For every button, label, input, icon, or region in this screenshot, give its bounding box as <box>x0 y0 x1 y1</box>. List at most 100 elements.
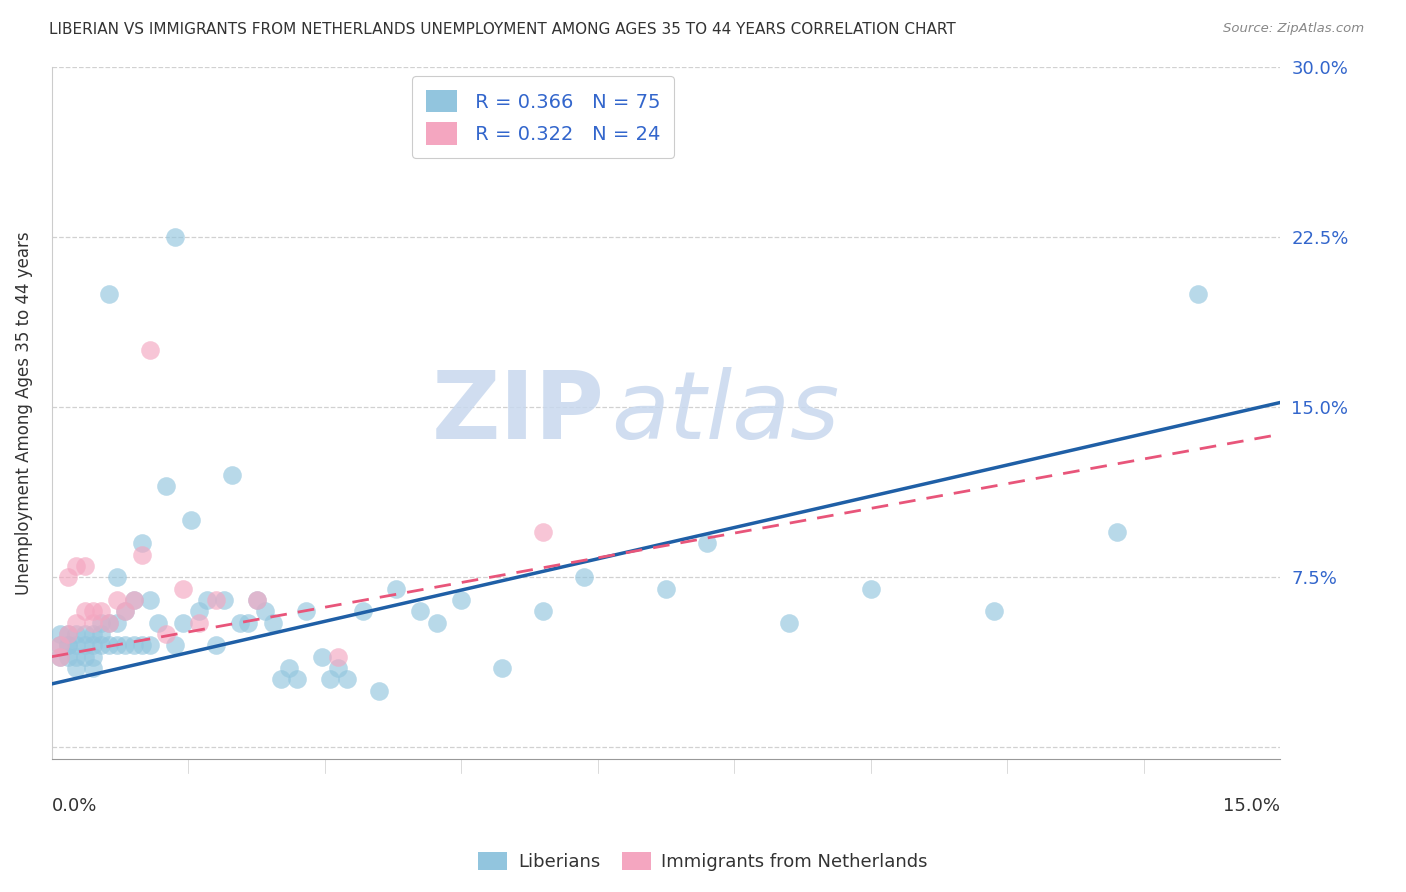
Point <box>188 615 211 630</box>
Point <box>229 615 252 630</box>
Point <box>73 638 96 652</box>
Point <box>56 649 79 664</box>
Point <box>139 343 162 358</box>
Point <box>105 638 128 652</box>
Point <box>163 229 186 244</box>
Point <box>56 627 79 641</box>
Point <box>245 593 267 607</box>
Point <box>278 661 301 675</box>
Point <box>73 604 96 618</box>
Point <box>262 615 284 630</box>
Point <box>983 604 1005 618</box>
Point <box>696 536 718 550</box>
Point <box>155 479 177 493</box>
Point <box>139 593 162 607</box>
Point <box>49 638 72 652</box>
Point <box>105 593 128 607</box>
Point <box>245 593 267 607</box>
Point <box>65 649 87 664</box>
Point <box>253 604 276 618</box>
Point <box>82 649 104 664</box>
Point <box>82 638 104 652</box>
Point <box>131 638 153 652</box>
Point <box>384 582 406 596</box>
Point <box>65 558 87 573</box>
Point <box>778 615 800 630</box>
Point <box>195 593 218 607</box>
Point <box>56 638 79 652</box>
Point <box>212 593 235 607</box>
Point <box>572 570 595 584</box>
Point <box>270 673 292 687</box>
Point <box>148 615 170 630</box>
Point <box>221 468 243 483</box>
Point <box>49 649 72 664</box>
Legend: Liberians, Immigrants from Netherlands: Liberians, Immigrants from Netherlands <box>471 845 935 879</box>
Point <box>65 615 87 630</box>
Point <box>65 627 87 641</box>
Point <box>122 593 145 607</box>
Point <box>98 286 121 301</box>
Point <box>82 627 104 641</box>
Point <box>56 627 79 641</box>
Point <box>409 604 432 618</box>
Point <box>328 661 350 675</box>
Point <box>49 638 72 652</box>
Point <box>65 638 87 652</box>
Point <box>163 638 186 652</box>
Point <box>49 649 72 664</box>
Point <box>105 570 128 584</box>
Point <box>859 582 882 596</box>
Point <box>287 673 309 687</box>
Point <box>450 593 472 607</box>
Point <box>114 604 136 618</box>
Point <box>122 638 145 652</box>
Point <box>426 615 449 630</box>
Point <box>1187 286 1209 301</box>
Point <box>311 649 333 664</box>
Text: LIBERIAN VS IMMIGRANTS FROM NETHERLANDS UNEMPLOYMENT AMONG AGES 35 TO 44 YEARS C: LIBERIAN VS IMMIGRANTS FROM NETHERLANDS … <box>49 22 956 37</box>
Point <box>90 638 112 652</box>
Point <box>352 604 374 618</box>
Point <box>90 615 112 630</box>
Point <box>172 582 194 596</box>
Point <box>73 558 96 573</box>
Point <box>56 570 79 584</box>
Point <box>65 661 87 675</box>
Point <box>188 604 211 618</box>
Point <box>73 627 96 641</box>
Point <box>98 638 121 652</box>
Point <box>1105 524 1128 539</box>
Point <box>155 627 177 641</box>
Point <box>204 638 226 652</box>
Point <box>328 649 350 664</box>
Point <box>114 638 136 652</box>
Point <box>82 604 104 618</box>
Point <box>204 593 226 607</box>
Point <box>49 627 72 641</box>
Point <box>491 661 513 675</box>
Point <box>336 673 359 687</box>
Text: atlas: atlas <box>610 368 839 458</box>
Y-axis label: Unemployment Among Ages 35 to 44 years: Unemployment Among Ages 35 to 44 years <box>15 231 32 594</box>
Point <box>122 593 145 607</box>
Point <box>82 661 104 675</box>
Point <box>294 604 316 618</box>
Point <box>238 615 260 630</box>
Text: 15.0%: 15.0% <box>1223 797 1281 815</box>
Point <box>319 673 342 687</box>
Point <box>131 548 153 562</box>
Point <box>531 604 554 618</box>
Point <box>82 615 104 630</box>
Text: ZIP: ZIP <box>432 367 605 458</box>
Point <box>131 536 153 550</box>
Point <box>172 615 194 630</box>
Point <box>531 524 554 539</box>
Point <box>180 514 202 528</box>
Point <box>90 604 112 618</box>
Point <box>655 582 678 596</box>
Point <box>105 615 128 630</box>
Point <box>368 683 391 698</box>
Point <box>98 615 121 630</box>
Point <box>56 638 79 652</box>
